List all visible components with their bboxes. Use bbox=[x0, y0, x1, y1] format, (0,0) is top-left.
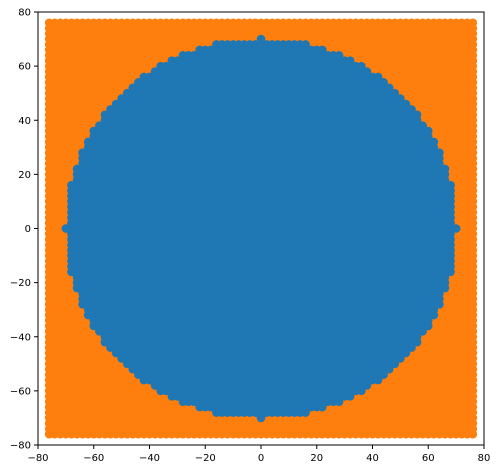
points-layer bbox=[44, 18, 478, 439]
point-outside bbox=[468, 18, 478, 28]
